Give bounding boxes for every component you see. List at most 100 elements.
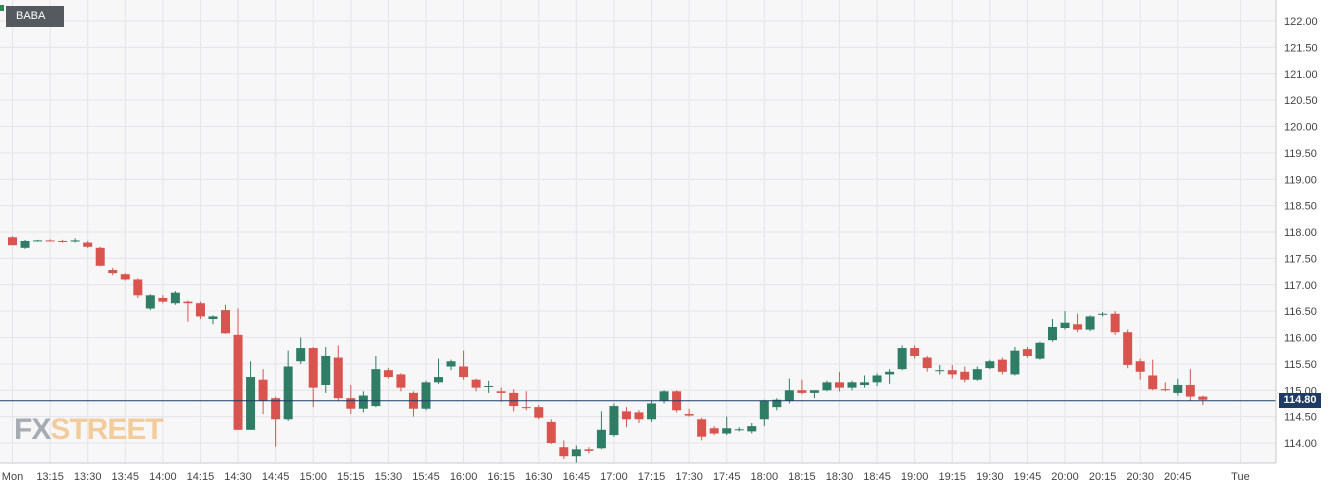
x-tick-label: 13:15 — [36, 471, 64, 483]
candle-body — [797, 390, 807, 393]
candle — [484, 380, 494, 393]
y-tick-label: 118.00 — [1284, 227, 1317, 239]
x-tick-label: 20:45 — [1164, 471, 1192, 483]
candle-body — [170, 292, 180, 304]
candle — [58, 239, 68, 243]
candle-body — [596, 429, 606, 449]
ticker-marker — [0, 5, 4, 11]
candle — [910, 345, 920, 359]
candle-body — [346, 398, 356, 409]
y-tick-label: 118.50 — [1284, 201, 1317, 213]
candle-body — [734, 429, 744, 431]
candle — [108, 267, 118, 276]
candle-body — [1073, 324, 1083, 330]
candle-body — [496, 391, 506, 393]
y-tick-label: 120.00 — [1284, 122, 1318, 134]
candle — [684, 408, 694, 417]
candle-body — [8, 237, 17, 246]
candle-body — [95, 247, 105, 266]
candle-body — [1110, 313, 1120, 333]
candle-body — [371, 369, 381, 407]
x-tick-label: 19:15 — [938, 471, 966, 483]
candle — [985, 359, 995, 370]
x-tick-label: 20:30 — [1126, 471, 1154, 483]
y-tick-label: 116.00 — [1284, 333, 1317, 345]
candle — [1047, 319, 1057, 342]
candle-body — [1135, 361, 1145, 372]
candle-body — [1148, 375, 1158, 390]
candle-body — [872, 375, 882, 383]
candle-body — [972, 369, 982, 380]
candle-body — [484, 386, 494, 388]
logo-fx: FX — [14, 413, 51, 446]
candle-body — [45, 240, 55, 242]
candle-body — [1010, 350, 1020, 375]
candle-body — [321, 355, 331, 385]
candle-body — [145, 295, 155, 309]
candle — [847, 380, 857, 391]
candle — [471, 378, 481, 392]
fxstreet-logo: FXSTREET — [14, 413, 164, 447]
candle — [935, 364, 945, 375]
x-tick-label: 18:45 — [863, 471, 891, 483]
candle — [145, 294, 155, 311]
candle — [258, 369, 268, 414]
x-tick-label: 15:00 — [299, 471, 327, 483]
x-tick-label: 16:45 — [563, 471, 591, 483]
candle-body — [1060, 322, 1070, 329]
candle-body — [860, 382, 870, 385]
x-axis-ticks: Mon 13:15 13:30 13:45 14:00 14:15 14:30 14:45 15… — [2, 471, 1250, 483]
logo-street: STREET — [50, 413, 163, 446]
candle — [872, 373, 882, 387]
candle-body — [58, 240, 68, 242]
candle — [596, 411, 606, 450]
x-tick-label: 16:00 — [450, 471, 478, 483]
x-tick-label: 14:00 — [149, 471, 177, 483]
x-tick-label: 14:45 — [262, 471, 290, 483]
x-tick-label: 20:15 — [1089, 471, 1117, 483]
candle — [809, 390, 819, 399]
candle — [672, 390, 682, 413]
candle — [822, 380, 832, 392]
candle — [308, 346, 318, 408]
candle-body — [960, 371, 970, 380]
candle-body — [885, 371, 895, 375]
candle — [759, 399, 769, 427]
y-tick-label: 120.50 — [1284, 95, 1318, 107]
x-tick-label: Mon — [2, 471, 23, 483]
candle — [83, 240, 93, 248]
candle-body — [1173, 384, 1183, 393]
candle — [960, 366, 970, 383]
candle-body — [434, 377, 444, 383]
candle-body — [308, 348, 318, 388]
candle-body — [258, 379, 268, 401]
candle — [922, 355, 932, 372]
x-tick-label: 15:15 — [337, 471, 365, 483]
candle-body — [296, 348, 306, 362]
candle — [1185, 369, 1195, 401]
candle — [860, 375, 870, 388]
candle — [697, 417, 707, 441]
x-tick-label: 17:15 — [638, 471, 666, 483]
candle — [396, 373, 406, 392]
candle-body — [83, 242, 93, 247]
candle — [972, 366, 982, 381]
candle — [634, 410, 644, 423]
x-tick-label: 13:30 — [74, 471, 102, 483]
candle — [434, 358, 444, 384]
candle-body — [1160, 389, 1170, 391]
candle-body — [997, 359, 1007, 372]
candle-body — [747, 426, 757, 432]
candle — [1198, 395, 1208, 406]
candle-body — [559, 447, 569, 457]
candle — [571, 445, 581, 464]
y-tick-label: 114.00 — [1284, 438, 1317, 450]
x-tick-label: 16:15 — [487, 471, 515, 483]
candle-body — [1047, 326, 1057, 341]
candle — [797, 379, 807, 395]
candle — [346, 384, 356, 414]
x-tick-label: 15:45 — [412, 471, 440, 483]
x-tick-label: 17:30 — [675, 471, 703, 483]
candle-body — [759, 400, 769, 420]
candle — [158, 295, 168, 304]
